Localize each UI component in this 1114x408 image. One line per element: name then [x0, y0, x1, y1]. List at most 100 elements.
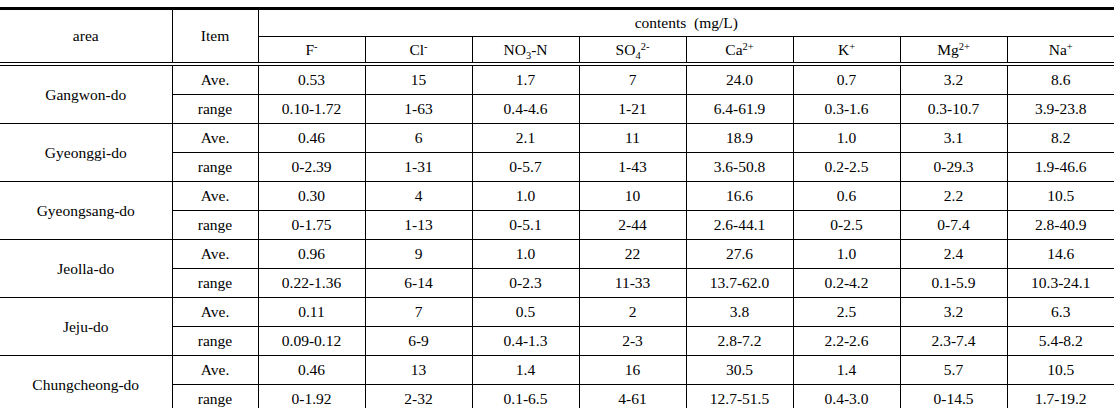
column-header-ion: K+ — [793, 37, 900, 65]
stat-label-cell: Ave. — [172, 356, 258, 385]
value-cell: 0.4-4.6 — [472, 95, 579, 124]
ion-pre: K — [838, 41, 849, 58]
ion-sup: + — [849, 41, 855, 52]
area-name-cell: Gyeonggi-do — [0, 124, 172, 182]
column-header-ion: NO3-N — [472, 37, 579, 65]
value-cell: 10.5 — [1007, 182, 1114, 211]
ion-sup: - — [424, 41, 428, 52]
table-header: area Item contents (mg/L) F- Cl- NO3-NSO42… — [0, 9, 1114, 65]
value-cell: 1.0 — [472, 240, 579, 269]
value-cell: 2.1 — [472, 124, 579, 153]
value-cell: 3.9-23.8 — [1007, 95, 1114, 124]
value-cell: 4 — [365, 182, 472, 211]
ion-pre: Na — [1049, 41, 1067, 58]
value-cell: 8.2 — [1007, 124, 1114, 153]
stat-label-cell: range — [172, 95, 258, 124]
stat-label-cell: range — [172, 385, 258, 408]
value-cell: 0.4-1.3 — [472, 327, 579, 356]
header-row-top: area Item contents (mg/L) — [0, 9, 1114, 37]
area-name-cell: Chungcheong-do — [0, 356, 172, 408]
stat-label-cell: Ave. — [172, 240, 258, 269]
value-cell: 6.3 — [1007, 298, 1114, 327]
value-cell: 0.2-4.2 — [793, 269, 900, 298]
ion-pre: F — [305, 41, 314, 58]
value-cell: 12.7-51.5 — [686, 385, 793, 408]
column-header-contents: contents (mg/L) — [258, 9, 1114, 37]
ion-pre: SO — [616, 41, 636, 58]
column-header-area: area — [0, 9, 172, 65]
area-name-cell: Jeju-do — [0, 298, 172, 356]
table-row-ave: Chungcheong-doAve.0.46131.41630.51.45.71… — [0, 356, 1114, 385]
value-cell: 2.8-7.2 — [686, 327, 793, 356]
value-cell: 0.46 — [258, 356, 365, 385]
value-cell: 0-14.5 — [900, 385, 1007, 408]
value-cell: 0.3-10.7 — [900, 95, 1007, 124]
value-cell: 0-29.3 — [900, 153, 1007, 182]
value-cell: 0.2-2.5 — [793, 153, 900, 182]
value-cell: 1.4 — [793, 356, 900, 385]
column-header-ion: SO42- — [579, 37, 686, 65]
value-cell: 0-2.3 — [472, 269, 579, 298]
column-header-ion: F- — [258, 37, 365, 65]
value-cell: 1-43 — [579, 153, 686, 182]
table-row-ave: Jeju-doAve.0.1170.523.82.53.26.3 — [0, 298, 1114, 327]
value-cell: 0.11 — [258, 298, 365, 327]
value-cell: 1-13 — [365, 211, 472, 240]
value-cell: 0.10-1.72 — [258, 95, 365, 124]
value-cell: 1.4 — [472, 356, 579, 385]
value-cell: 27.6 — [686, 240, 793, 269]
value-cell: 2-44 — [579, 211, 686, 240]
value-cell: 2.2 — [900, 182, 1007, 211]
value-cell: 6 — [365, 124, 472, 153]
ion-pre: Cl — [409, 41, 424, 58]
value-cell: 1-21 — [579, 95, 686, 124]
table-container: area Item contents (mg/L) F-Cl-NO3-NSO42… — [0, 0, 1114, 408]
value-cell: 22 — [579, 240, 686, 269]
value-cell: 6.4-61.9 — [686, 95, 793, 124]
stat-label-cell: Ave. — [172, 182, 258, 211]
value-cell: 0.3-1.6 — [793, 95, 900, 124]
value-cell: 1-63 — [365, 95, 472, 124]
ion-pre: NO — [504, 41, 526, 58]
value-cell: 7 — [579, 64, 686, 95]
value-cell: 3.6-50.8 — [686, 153, 793, 182]
column-header-ion: Na+ — [1007, 37, 1114, 65]
column-header-ion: Ca2+ — [686, 37, 793, 65]
value-cell: 11 — [579, 124, 686, 153]
value-cell: 24.0 — [686, 64, 793, 95]
value-cell: 0-5.7 — [472, 153, 579, 182]
value-cell: 11-33 — [579, 269, 686, 298]
value-cell: 2.2-2.6 — [793, 327, 900, 356]
ion-sup: 2+ — [743, 41, 754, 52]
value-cell: 10.3-24.1 — [1007, 269, 1114, 298]
ion-sup: 2- — [641, 41, 650, 52]
ion-post: -N — [531, 41, 547, 58]
value-cell: 1.9-46.6 — [1007, 153, 1114, 182]
value-cell: 0-1.92 — [258, 385, 365, 408]
ion-contents-table: area Item contents (mg/L) F-Cl-NO3-NSO42… — [0, 7, 1114, 408]
value-cell: 0.22-1.36 — [258, 269, 365, 298]
stat-label-cell: range — [172, 327, 258, 356]
area-name-cell: Jeolla-do — [0, 240, 172, 298]
value-cell: 6-14 — [365, 269, 472, 298]
value-cell: 4-61 — [579, 385, 686, 408]
column-header-ion: Mg2+ — [900, 37, 1007, 65]
value-cell: 3.2 — [900, 64, 1007, 95]
value-cell: 10 — [579, 182, 686, 211]
value-cell: 2 — [579, 298, 686, 327]
value-cell: 2.4 — [900, 240, 1007, 269]
value-cell: 14.6 — [1007, 240, 1114, 269]
value-cell: 5.7 — [900, 356, 1007, 385]
value-cell: 6-9 — [365, 327, 472, 356]
value-cell: 15 — [365, 64, 472, 95]
value-cell: 0.6 — [793, 182, 900, 211]
value-cell: 3.8 — [686, 298, 793, 327]
value-cell: 0-2.5 — [793, 211, 900, 240]
value-cell: 18.9 — [686, 124, 793, 153]
value-cell: 3.1 — [900, 124, 1007, 153]
value-cell: 0.96 — [258, 240, 365, 269]
value-cell: 13.7-62.0 — [686, 269, 793, 298]
ion-sup: 2+ — [959, 41, 970, 52]
table-body: Gangwon-doAve.0.53151.7724.00.73.28.6ran… — [0, 64, 1114, 408]
stat-label-cell: Ave. — [172, 124, 258, 153]
